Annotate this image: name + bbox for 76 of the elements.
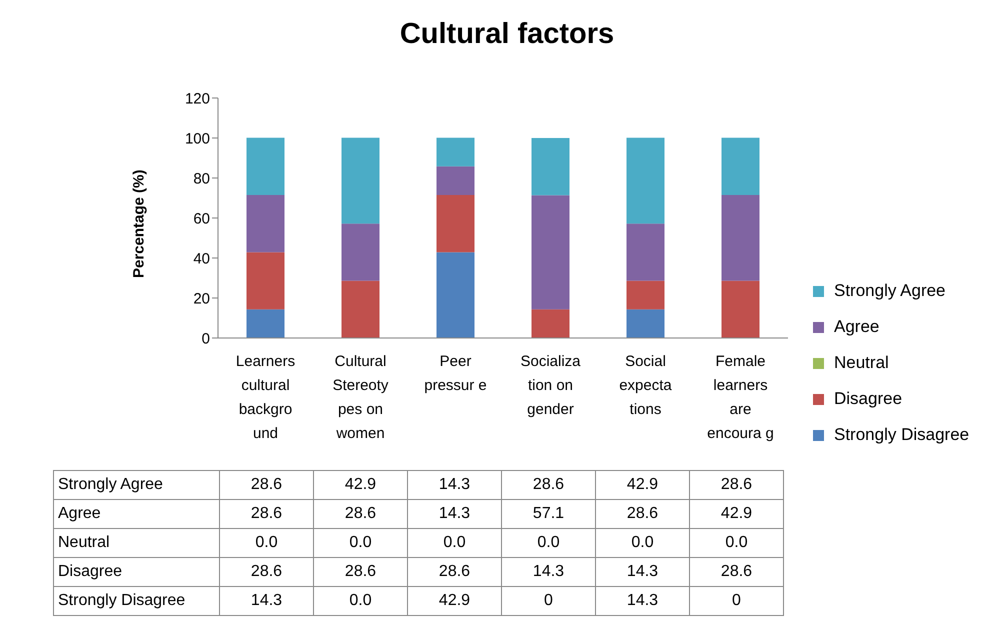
bar bbox=[246, 195, 284, 252]
data-label: 28.6 bbox=[314, 500, 408, 528]
y-tick-label: 40 bbox=[193, 250, 210, 268]
legend-label: Agree bbox=[833, 316, 880, 338]
y-axis-title: Percentage (%) bbox=[130, 170, 148, 278]
bar bbox=[722, 280, 760, 338]
data-label: 0.0 bbox=[220, 528, 314, 558]
bar bbox=[626, 224, 664, 281]
chart-title: Cultural factors bbox=[398, 18, 616, 51]
data-label: 14.3 bbox=[220, 586, 314, 616]
legend-label: Strongly Disagree bbox=[833, 424, 970, 446]
x-tick-label: Socializa tion on gender bbox=[520, 353, 582, 418]
data-label: 0 bbox=[690, 586, 784, 616]
bar bbox=[436, 138, 474, 166]
legend-label: Neutral bbox=[833, 352, 890, 374]
data-label: 0.0 bbox=[408, 528, 502, 558]
data-label: 0.0 bbox=[690, 528, 784, 558]
bar bbox=[722, 195, 760, 281]
legend-label: Strongly Agree bbox=[833, 280, 947, 302]
x-tick-label: Cultural Stereoty pes on women bbox=[332, 353, 389, 442]
bar bbox=[246, 252, 284, 310]
y-tick-label: 100 bbox=[184, 130, 210, 148]
bar bbox=[626, 280, 664, 310]
data-label: 0 bbox=[502, 586, 596, 616]
x-tick-label: Social expecta tions bbox=[619, 353, 672, 418]
data-label: 28.6 bbox=[690, 558, 784, 586]
x-tick-label: Female learners are encoura g bbox=[707, 353, 774, 442]
data-label: 14.3 bbox=[596, 558, 690, 586]
data-label: 42.9 bbox=[690, 500, 784, 528]
bar bbox=[342, 138, 380, 224]
data-label: 0.0 bbox=[596, 528, 690, 558]
data-label: 0.0 bbox=[314, 528, 408, 558]
y-tick-label: 20 bbox=[193, 290, 210, 308]
bar bbox=[342, 224, 380, 281]
y-tick-label: 60 bbox=[193, 210, 210, 228]
data-label: 28.6 bbox=[314, 558, 408, 586]
text: Strongly Agree bbox=[58, 476, 163, 493]
data-label: 0.0 bbox=[314, 586, 408, 616]
bar bbox=[436, 195, 474, 252]
y-tick-label: 0 bbox=[202, 330, 210, 348]
bar bbox=[246, 309, 284, 338]
legend-label: Disagree bbox=[833, 388, 904, 410]
x-tick-label: Peer pressur e bbox=[424, 353, 487, 394]
data-label: 14.3 bbox=[502, 558, 596, 586]
bar bbox=[436, 252, 474, 338]
bar bbox=[532, 195, 570, 310]
data-label: 28.6 bbox=[596, 500, 690, 528]
bar bbox=[342, 280, 380, 338]
bar bbox=[532, 138, 570, 196]
data-label: 28.6 bbox=[220, 500, 314, 528]
data-label: 0.0 bbox=[502, 528, 596, 558]
x-tick-label: Learners cultural backgro und bbox=[236, 353, 296, 442]
bar bbox=[532, 309, 570, 338]
bar bbox=[626, 309, 664, 338]
data-label: 28.6 bbox=[220, 558, 314, 586]
data-label: 28.6 bbox=[690, 470, 784, 500]
data-label: 28.6 bbox=[220, 470, 314, 500]
bar bbox=[722, 138, 760, 195]
data-label: 57.1 bbox=[502, 500, 596, 528]
text: Neutral bbox=[58, 534, 110, 551]
text: Disagree bbox=[58, 563, 122, 580]
bar bbox=[246, 138, 284, 195]
data-label: 42.9 bbox=[596, 470, 690, 500]
data-label: 14.3 bbox=[408, 500, 502, 528]
bar bbox=[626, 138, 664, 224]
y-tick-label: 120 bbox=[184, 90, 210, 108]
data-label: 28.6 bbox=[408, 558, 502, 586]
text: Agree bbox=[58, 505, 101, 522]
bar bbox=[436, 166, 474, 195]
y-tick-label: 80 bbox=[193, 170, 210, 188]
data-label: 42.9 bbox=[408, 586, 502, 616]
text: Strongly Disagree bbox=[58, 592, 186, 609]
data-label: 14.3 bbox=[408, 470, 502, 500]
data-label: 42.9 bbox=[314, 470, 408, 500]
data-label: 14.3 bbox=[596, 586, 690, 616]
data-label: 28.6 bbox=[502, 470, 596, 500]
